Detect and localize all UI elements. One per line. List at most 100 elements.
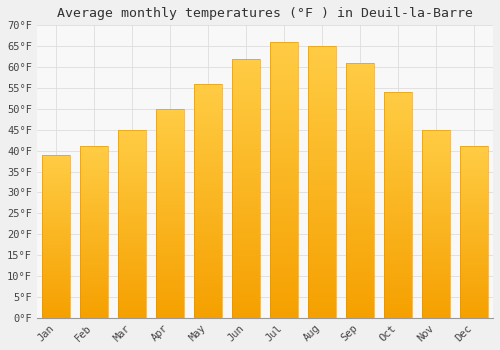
Bar (346, 117, 374, 119)
Bar (346, 208, 374, 211)
Bar (460, 292, 488, 294)
Bar (308, 272, 336, 274)
Bar (194, 117, 222, 119)
Bar (346, 246, 374, 249)
Bar (232, 269, 260, 271)
Bar (80, 153, 108, 155)
Bar (384, 257, 412, 259)
Bar (118, 263, 146, 265)
Bar (80, 297, 108, 299)
Bar (80, 195, 108, 196)
Bar (308, 57, 336, 60)
Bar (42, 312, 70, 313)
Bar (346, 259, 374, 262)
Bar (384, 221, 412, 223)
Bar (118, 303, 146, 305)
Bar (384, 140, 412, 142)
Bar (270, 274, 298, 276)
Bar (232, 175, 260, 178)
Bar (194, 184, 222, 187)
Bar (232, 230, 260, 232)
Bar (460, 176, 488, 177)
Bar (194, 215, 222, 217)
Bar (156, 270, 184, 272)
Bar (80, 296, 108, 297)
Bar (232, 87, 260, 90)
Bar (346, 300, 374, 302)
Bar (118, 290, 146, 292)
Bar (346, 244, 374, 246)
Bar (422, 171, 450, 173)
Bar (118, 295, 146, 297)
Bar (42, 222, 70, 223)
Bar (270, 307, 298, 310)
Bar (346, 106, 374, 109)
Bar (156, 257, 184, 259)
Bar (270, 141, 298, 144)
Bar (422, 239, 450, 241)
Bar (460, 155, 488, 157)
Bar (232, 66, 260, 69)
Bar (384, 291, 412, 293)
Bar (346, 188, 374, 190)
Bar (42, 214, 70, 215)
Bar (80, 304, 108, 306)
Bar (346, 139, 374, 142)
Bar (156, 150, 184, 153)
Bar (194, 112, 222, 114)
Bar (80, 314, 108, 316)
Bar (270, 67, 298, 70)
Bar (422, 201, 450, 203)
Bar (308, 60, 336, 63)
Bar (156, 197, 184, 199)
Bar (156, 109, 184, 318)
Bar (460, 308, 488, 309)
Bar (270, 169, 298, 171)
Bar (80, 268, 108, 270)
Bar (194, 201, 222, 203)
Bar (156, 285, 184, 287)
Bar (308, 152, 336, 155)
Bar (232, 160, 260, 162)
Bar (80, 147, 108, 148)
Bar (460, 275, 488, 277)
Bar (156, 297, 184, 299)
Bar (270, 216, 298, 218)
Bar (194, 292, 222, 294)
Bar (460, 289, 488, 290)
Bar (422, 141, 450, 143)
Bar (194, 313, 222, 315)
Bar (118, 278, 146, 280)
Bar (308, 106, 336, 108)
Bar (308, 313, 336, 315)
Bar (194, 89, 222, 91)
Bar (194, 294, 222, 297)
Bar (460, 280, 488, 282)
Bar (194, 280, 222, 283)
Bar (118, 265, 146, 267)
Bar (194, 138, 222, 140)
Bar (460, 191, 488, 193)
Bar (460, 287, 488, 289)
Bar (460, 314, 488, 316)
Bar (422, 228, 450, 230)
Bar (42, 188, 70, 189)
Bar (384, 304, 412, 307)
Bar (118, 286, 146, 288)
Bar (194, 187, 222, 189)
Bar (346, 160, 374, 162)
Bar (346, 313, 374, 315)
Bar (384, 316, 412, 318)
Bar (270, 172, 298, 174)
Bar (384, 146, 412, 149)
Bar (346, 272, 374, 274)
Bar (42, 169, 70, 171)
Bar (308, 239, 336, 242)
Bar (80, 150, 108, 152)
Bar (308, 177, 336, 179)
Bar (422, 308, 450, 310)
Bar (80, 253, 108, 254)
Bar (422, 164, 450, 166)
Bar (422, 169, 450, 171)
Bar (346, 167, 374, 170)
